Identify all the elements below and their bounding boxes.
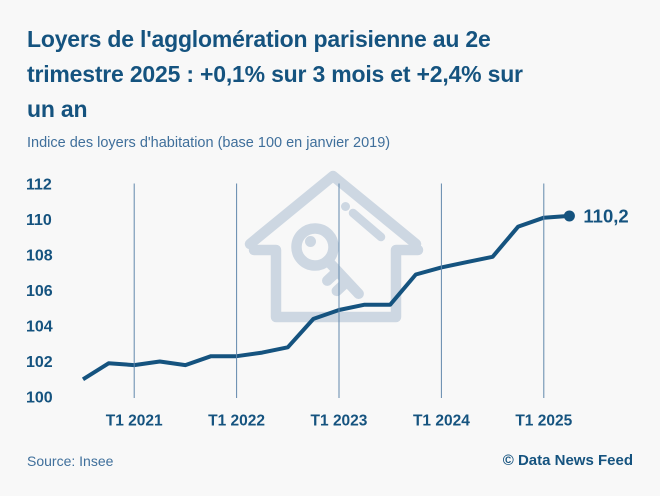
- title-line-1: Loyers de l'agglomération parisienne au …: [27, 26, 491, 52]
- y-tick-label: 102: [26, 354, 53, 371]
- page-title: Loyers de l'agglomération parisienne au …: [27, 22, 647, 127]
- key-icon: [291, 223, 364, 300]
- end-point-marker: [563, 210, 575, 222]
- source-label: Source: Insee: [27, 453, 114, 469]
- house-with-key-watermark-icon: [244, 170, 424, 323]
- y-tick-label: 112: [26, 177, 52, 194]
- title-line-3: un an: [27, 96, 88, 122]
- x-tick-label: T1 2024: [413, 413, 470, 430]
- shine-dot: [341, 202, 350, 211]
- shine-line: [348, 208, 386, 242]
- house-roof: [244, 170, 422, 250]
- x-tick-label: T1 2023: [311, 413, 368, 430]
- title-line-2: trimestre 2025 : +0,1% sur 3 mois et +2,…: [27, 61, 523, 87]
- x-tick-label: T1 2025: [515, 413, 572, 430]
- y-tick-label: 110: [26, 212, 52, 229]
- key-tooth: [322, 267, 341, 286]
- end-point-value-label: 110,2: [583, 205, 628, 226]
- y-tick-label: 108: [26, 248, 53, 265]
- header: Loyers de l'agglomération parisienne au …: [27, 22, 647, 151]
- credit-label: © Data News Feed: [502, 452, 633, 469]
- y-tick-label: 104: [26, 319, 53, 336]
- key-shaft: [322, 255, 364, 300]
- y-tick-label: 106: [26, 283, 53, 300]
- house-body: [248, 244, 424, 323]
- x-tick-label: T1 2021: [106, 413, 163, 430]
- x-tick-label: T1 2022: [208, 413, 265, 430]
- y-tick-label: 100: [26, 390, 53, 407]
- key-head-dot: [305, 236, 316, 247]
- chart-subtitle: Indice des loyers d'habitation (base 100…: [27, 135, 391, 151]
- key-tooth: [331, 278, 351, 297]
- rent-index-line: [81, 213, 570, 381]
